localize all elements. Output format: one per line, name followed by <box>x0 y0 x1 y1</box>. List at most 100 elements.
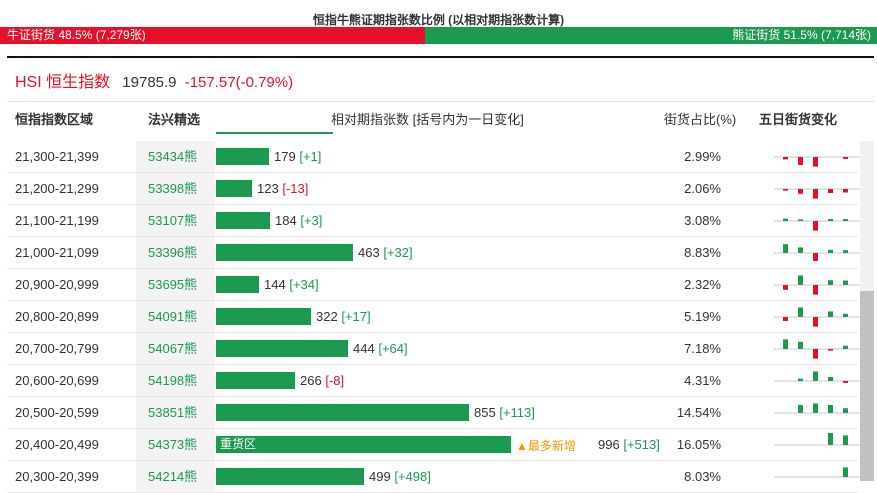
share-percent: 7.18% <box>684 341 721 356</box>
count-value: 123 <box>257 181 279 196</box>
share-percent: 2.99% <box>684 149 721 164</box>
five-day-change-chart <box>774 307 860 327</box>
contracts-count: 499 [+498] <box>369 469 431 484</box>
warrant-code-link[interactable]: 54198熊 <box>136 365 215 396</box>
contracts-bar <box>216 212 270 229</box>
warrant-table: 21,300-21,399 53434熊 179 [+1] 2.99% 21,200-2… <box>7 141 860 493</box>
warrant-code-link[interactable]: 54214熊 <box>136 461 215 492</box>
five-day-change-chart <box>774 156 860 167</box>
five-day-bar <box>843 219 848 221</box>
five-day-bar <box>813 349 818 359</box>
range-cell: 20,800-20,899 <box>15 309 99 324</box>
range-cell: 21,000-21,099 <box>15 245 99 260</box>
range-cell: 20,900-20,999 <box>15 277 99 292</box>
five-day-bar <box>843 408 848 413</box>
table-row: 21,300-21,399 53434熊 179 [+1] 2.99% <box>7 141 860 173</box>
five-day-bar <box>798 275 803 285</box>
warrant-code-link[interactable]: 53107熊 <box>136 205 215 236</box>
warrant-code-link[interactable]: 54373熊 <box>136 429 215 460</box>
five-day-bar <box>828 349 833 351</box>
table-row: 20,500-20,599 53851熊 855 [+113] 14.54% <box>7 397 860 429</box>
contracts-count: 266 [-8] <box>300 373 344 388</box>
contracts-count: 855 [+113] <box>474 405 535 420</box>
daily-change: [+113] <box>499 405 535 420</box>
daily-change: [+513] <box>623 437 660 452</box>
share-percent: 8.03% <box>684 469 721 484</box>
contracts-bar <box>216 244 353 261</box>
scrollbar-thumb[interactable] <box>860 291 874 481</box>
five-day-bar <box>813 403 818 413</box>
range-cell: 20,500-20,599 <box>15 405 99 420</box>
five-day-bar <box>828 189 833 193</box>
contracts-count: 184 [+3] <box>275 213 322 228</box>
five-day-bar <box>798 247 803 253</box>
column-header-code: 法兴精选 <box>148 112 201 127</box>
table-row: 20,700-20,799 54067熊 444 [+64] 7.18% <box>7 333 860 365</box>
warrant-code-link[interactable]: 54091熊 <box>136 301 215 332</box>
contracts-count: 996 [+513] <box>598 437 660 452</box>
five-day-change-chart <box>774 244 860 261</box>
range-cell: 20,600-20,699 <box>15 373 99 388</box>
index-summary: HSI 恒生指数 19785.9 -157.57(-0.79%) <box>15 68 293 92</box>
warrant-code-link[interactable]: 53434熊 <box>136 141 215 172</box>
share-percent: 4.31% <box>684 373 721 388</box>
five-day-change-chart <box>774 339 860 359</box>
five-day-change-chart <box>774 371 860 383</box>
five-day-bar <box>813 285 818 295</box>
table-row: 20,600-20,699 54198熊 266 [-8] 4.31% <box>7 365 860 397</box>
warrant-code-link[interactable]: 53398熊 <box>136 173 215 204</box>
table-row: 20,300-20,399 54214熊 499 [+498] 8.03% <box>7 461 860 493</box>
header-accent-line <box>216 132 333 134</box>
five-day-bar <box>813 253 818 261</box>
five-day-change-chart <box>774 467 860 478</box>
scrollbar[interactable] <box>860 141 874 481</box>
column-header-range: 恒指指数区域 <box>15 112 94 127</box>
contracts-count: 322 [+17] <box>316 309 371 324</box>
five-day-bar <box>813 189 818 199</box>
warrant-code-link[interactable]: 54067熊 <box>136 333 215 364</box>
five-day-bar <box>813 157 818 167</box>
contracts-bar: 重货区 <box>216 436 511 453</box>
five-day-bar <box>813 221 818 231</box>
warrant-code-link[interactable]: 53695熊 <box>136 269 215 300</box>
five-day-bar <box>813 371 818 381</box>
count-value: 184 <box>275 213 297 228</box>
chart-title: 恒指牛熊证期指张数比例 (以相对期指张数计算) <box>312 13 565 27</box>
share-percent: 8.83% <box>684 245 721 260</box>
five-day-bar <box>828 249 833 253</box>
contracts-count: 463 [+32] <box>358 245 413 260</box>
count-value: 322 <box>316 309 338 324</box>
five-day-bar <box>828 433 833 445</box>
five-day-bar <box>783 339 788 349</box>
index-change: -157.57(-0.79%) <box>184 74 294 91</box>
warrant-code-link[interactable]: 53396熊 <box>136 237 215 268</box>
warrant-code-link[interactable]: 53851熊 <box>136 397 215 428</box>
contracts-count: 179 [+1] <box>274 149 321 164</box>
table-row: 20,900-20,999 53695熊 144 [+34] 2.32% <box>7 269 860 301</box>
five-day-bar <box>798 219 803 221</box>
daily-change: [+3] <box>300 213 323 228</box>
five-day-bar <box>798 307 803 317</box>
five-day-bar <box>783 285 788 290</box>
count-value: 144 <box>264 277 286 292</box>
five-day-change-chart <box>774 433 860 446</box>
column-header-share: 街货占比(%) <box>664 112 737 127</box>
contracts-count: 444 [+64] <box>353 341 408 356</box>
five-day-change-chart <box>774 188 860 199</box>
index-value: 19785.9 <box>122 74 177 91</box>
five-day-bar <box>798 341 803 349</box>
divider <box>7 56 874 58</box>
share-percent: 3.08% <box>684 213 721 228</box>
column-header-five-day: 五日街货变化 <box>759 112 838 127</box>
contracts-bar <box>216 308 311 325</box>
five-day-bar <box>798 378 803 381</box>
contracts-bar <box>216 404 469 421</box>
daily-change: [+1] <box>299 149 322 164</box>
five-day-bar <box>843 467 848 477</box>
contracts-count: 144 [+34] <box>264 277 319 292</box>
share-percent: 5.19% <box>684 309 721 324</box>
five-day-bar <box>828 280 833 285</box>
five-day-change-chart <box>774 218 860 231</box>
five-day-bar <box>798 405 803 413</box>
contracts-bar <box>216 372 295 389</box>
